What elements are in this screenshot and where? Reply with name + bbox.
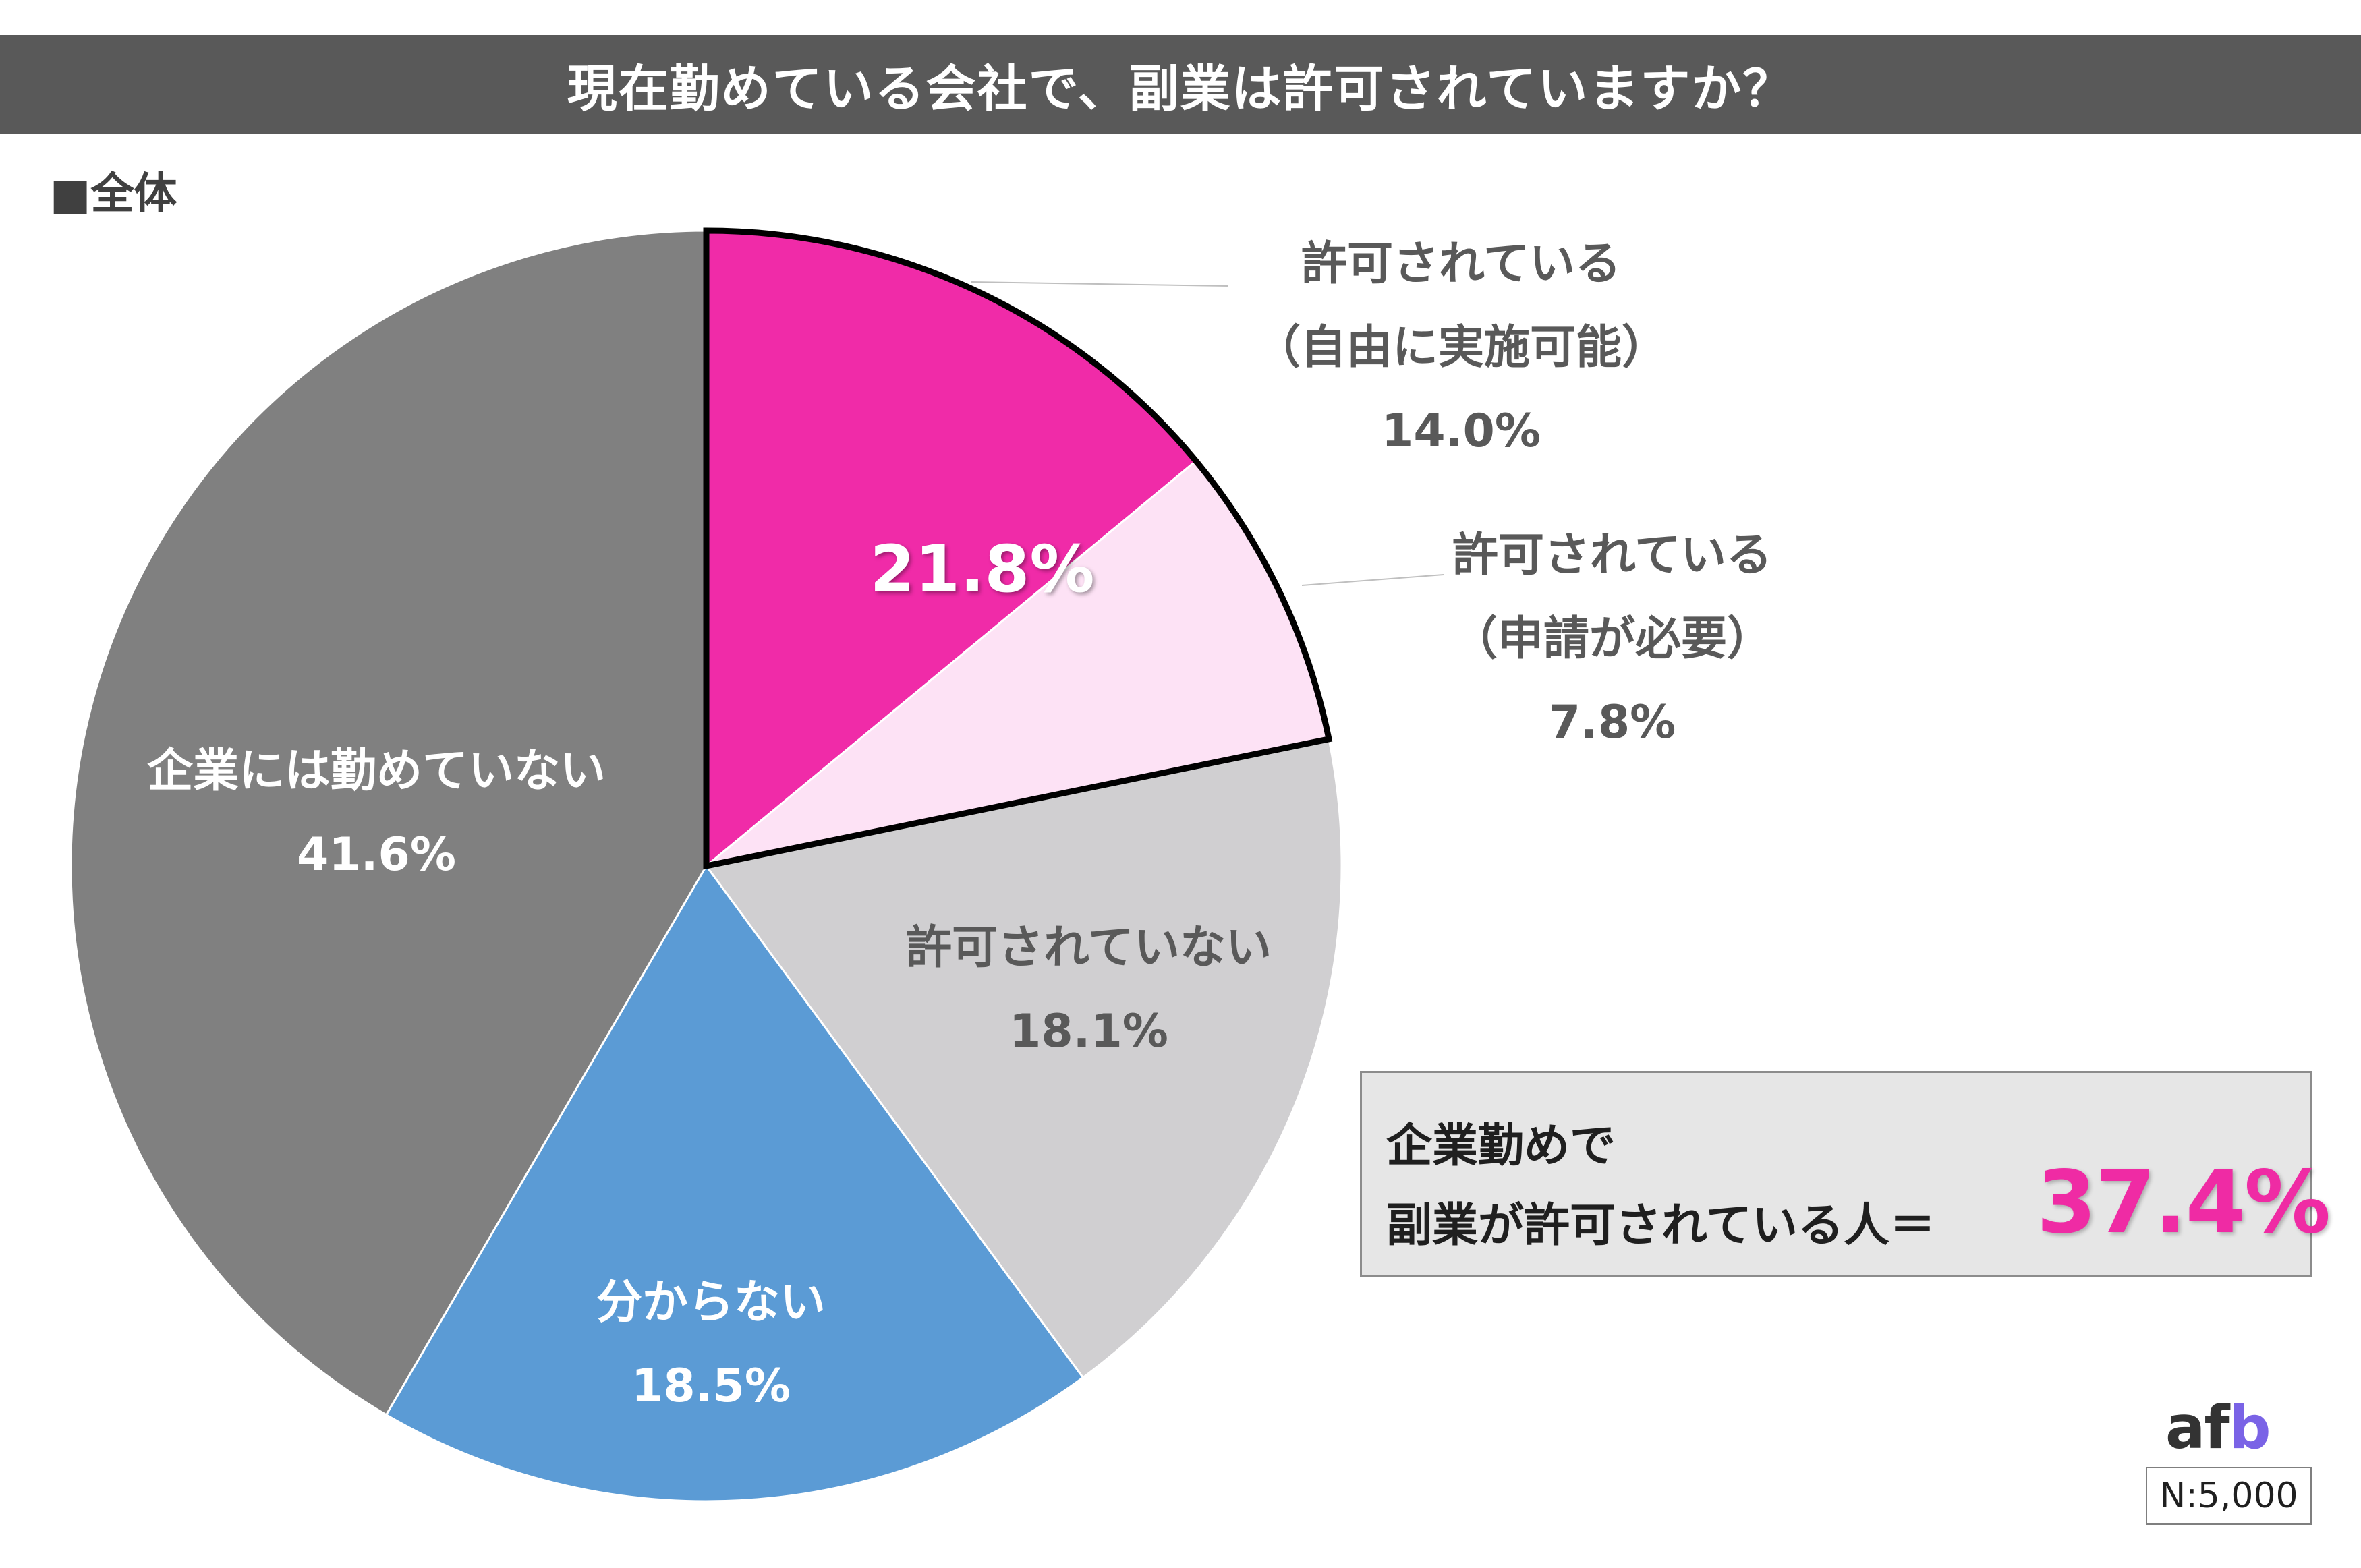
slice-label-4-line-0: 企業には勤めていない [146,745,606,798]
pie-slice-4 [69,229,708,1416]
leader-line-0 [971,281,1228,287]
slice-label-1: 許可されている （申請が必要） 7.8% [1452,514,1773,765]
permitted-group-outline [703,227,1333,870]
slice-label-1-line-2: 7.8% [1548,696,1676,749]
chart-subtitle: ■全体 [50,169,177,219]
slice-label-1-line-0: 許可されている [1452,529,1772,582]
logo-text-b: b [2228,1393,2271,1462]
slice-label-3: 分からない 18.5% [596,1261,826,1428]
summary-line2: 副業が許可されている人＝ [1386,1199,1935,1252]
pie-slice-3 [385,864,1085,1503]
slice-label-2-line-1: 18.1% [1009,1005,1168,1058]
summary-line1: 企業勤めで [1386,1120,1616,1173]
chart-title: 現在勤めている会社で、副業は許可されていますか？ [0,35,2361,134]
combined-permitted-label: 21.8% [870,531,1095,607]
slice-label-2: 許可されていない 18.1% [906,906,1272,1074]
pie-slice-2 [704,738,1343,1379]
slice-label-4: 企業には勤めていない 41.6% [147,730,606,897]
slice-label-1-line-1: （申請が必要） [1451,612,1773,666]
summary-value: 37.4% [2037,1153,2331,1253]
slice-label-0-line-2: 14.0% [1382,405,1541,458]
slice-label-0: 許可されている （自由に実施可能） 14.0% [1255,223,1668,473]
afb-logo: afb [2165,1393,2271,1462]
slice-label-0-line-0: 許可されている [1301,237,1621,291]
slice-label-2-line-0: 許可されていない [906,921,1272,975]
logo-text-af: af [2165,1393,2230,1462]
slice-label-3-line-0: 分からない [596,1276,826,1329]
leader-line-1 [1301,574,1444,586]
slice-label-0-line-1: （自由に実施可能） [1254,321,1668,374]
summary-box: 企業勤めで 副業が許可されている人＝ 37.4% [1360,1071,2331,1277]
slice-label-4-line-1: 41.6% [297,828,456,881]
sample-size: N:5,000 [2146,1467,2312,1525]
slice-label-3-line-1: 18.5% [631,1360,791,1413]
